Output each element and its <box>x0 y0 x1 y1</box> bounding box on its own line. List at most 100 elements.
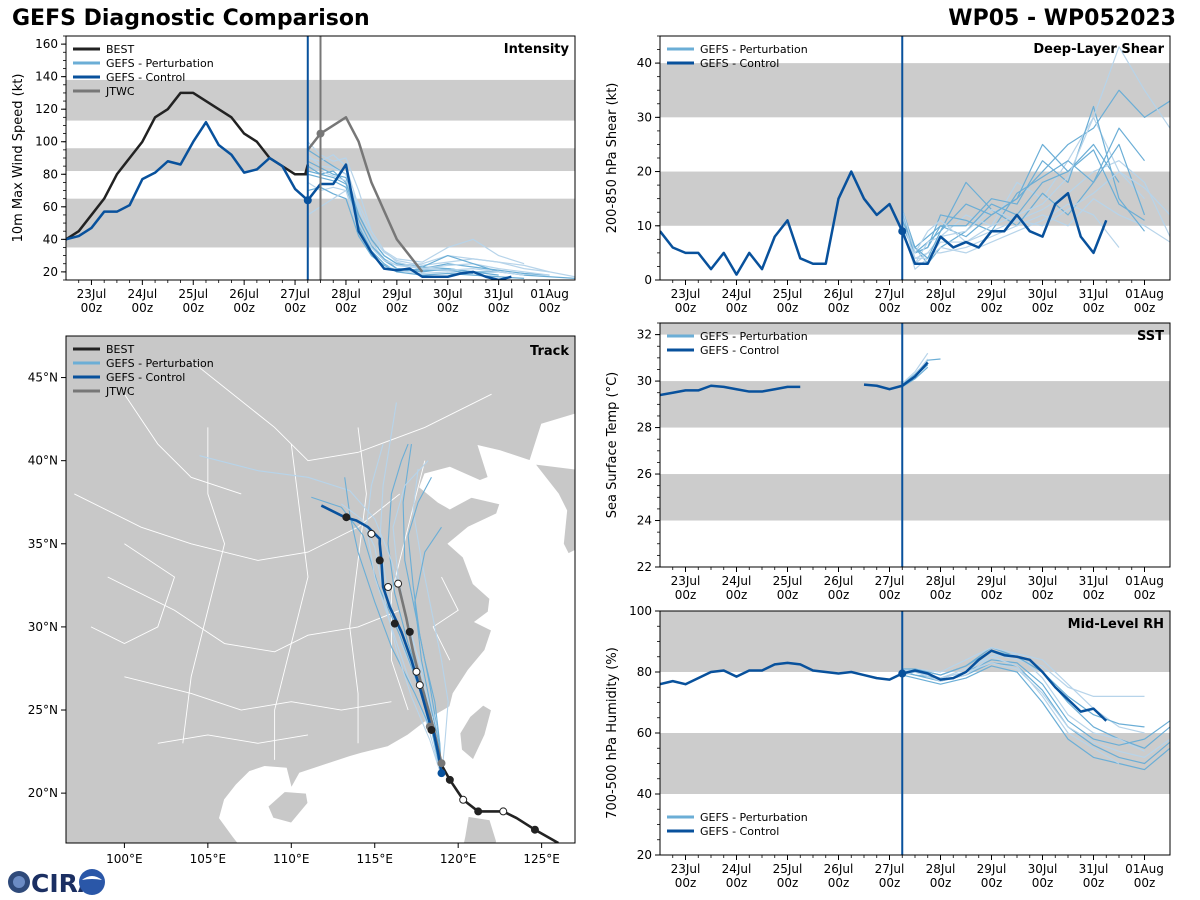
province-border <box>349 427 367 744</box>
legend-label-perturbation: GEFS - Perturbation <box>106 57 214 70</box>
x-tick-label: 23Jul <box>77 287 107 301</box>
legend-label-perturbation: GEFS - Perturbation <box>700 330 808 343</box>
y-tick-label: 40°N <box>28 454 58 468</box>
plot-frame <box>659 35 1171 281</box>
control-forecast-line <box>901 191 1108 265</box>
perturbation-member-line <box>901 203 1120 259</box>
province-border <box>157 734 309 744</box>
y-tick-label: 140 <box>35 70 58 84</box>
panel-title: Mid-Level RH <box>1068 617 1164 632</box>
track-map <box>66 336 575 843</box>
y-tick-label: 60 <box>43 200 58 214</box>
shaded-band <box>660 611 1170 672</box>
x-tick-label: 26Jul <box>824 287 854 301</box>
x-tick-label: 00z <box>488 301 510 315</box>
x-tick-label: 01Aug <box>530 287 569 301</box>
x-tick-label: 29Jul <box>382 287 412 301</box>
y-tick-label: 10 <box>637 219 652 233</box>
x-tick-label: 00z <box>1032 301 1054 315</box>
plot-frame <box>659 322 1171 568</box>
y-tick-label: 24 <box>637 514 652 528</box>
plot-frame <box>65 35 576 281</box>
control-track-point <box>415 681 424 690</box>
x-tick-label: 24Jul <box>722 287 752 301</box>
panel-title: Intensity <box>504 42 570 57</box>
perturbation-member-line <box>901 366 929 388</box>
x-tick-label: 28Jul <box>331 287 361 301</box>
x-tick-label: 00z <box>1032 876 1054 890</box>
sst-series <box>660 352 941 397</box>
best-track-point <box>499 807 508 816</box>
perturbation-member-line <box>902 665 1170 771</box>
page-title: GEFS Diagnostic Comparison <box>12 6 370 31</box>
control-history-line <box>660 661 903 686</box>
perturbation-member-line <box>307 154 575 278</box>
x-tick-label: 28Jul <box>926 287 956 301</box>
y-tick-label: 60 <box>637 726 652 740</box>
x-tick-label: 27Jul <box>280 287 310 301</box>
y-tick-label: 40 <box>637 787 652 801</box>
luzon-island <box>462 815 498 843</box>
x-tick-label: 00z <box>1134 588 1156 602</box>
perturbation-member-line <box>307 163 525 276</box>
y-axis-label: Sea Surface Temp (°C) <box>605 372 620 519</box>
y-tick-label: 20 <box>637 848 652 862</box>
jtwc-forecast-line <box>306 116 424 273</box>
intensity-panel: 2040608010012014016023Jul00z24Jul00z25Ju… <box>11 35 576 315</box>
x-tick-label: 30Jul <box>1028 862 1058 876</box>
x-tick-label: 27Jul <box>875 287 905 301</box>
x-tick-label: 01Aug <box>1125 287 1164 301</box>
x-tick-label: 30Jul <box>1028 574 1058 588</box>
x-tick-label: 00z <box>675 301 697 315</box>
plot-frame <box>659 610 1171 856</box>
x-tick-label: 00z <box>1083 876 1105 890</box>
best-track-point <box>474 807 483 816</box>
perturbation-member-line <box>307 189 550 276</box>
x-tick-label: 00z <box>981 301 1003 315</box>
x-tick-label: 29Jul <box>977 574 1007 588</box>
shaded-band <box>660 323 1170 335</box>
x-tick-label: 00z <box>930 588 952 602</box>
x-tick-label: 00z <box>879 588 901 602</box>
x-tick-label: 01Aug <box>1125 862 1164 876</box>
x-tick-label: 00z <box>879 301 901 315</box>
x-tick-label: 125°E <box>523 852 560 866</box>
perturbation-member-line <box>901 170 1170 265</box>
control-track-point <box>342 513 351 522</box>
x-tick-label: 26Jul <box>824 862 854 876</box>
y-tick-label: 20°N <box>28 786 58 800</box>
perturbation-member-line <box>307 186 525 279</box>
y-tick-label: 40 <box>637 56 652 70</box>
rh-panel: 2040608010023Jul00z24Jul00z25Jul00z26Jul… <box>605 604 1171 890</box>
control-forecast-line <box>66 120 512 280</box>
legend-label-perturbation: GEFS - Perturbation <box>106 357 214 370</box>
legend-label-best: BEST <box>106 43 134 56</box>
legend-label-control: GEFS - Control <box>106 371 185 384</box>
legend-label-perturbation: GEFS - Perturbation <box>700 811 808 824</box>
y-tick-label: 40 <box>43 232 58 246</box>
x-tick-label: 23Jul <box>671 574 701 588</box>
x-tick-label: 00z <box>675 588 697 602</box>
x-tick-label: 24Jul <box>722 862 752 876</box>
x-tick-label: 00z <box>981 588 1003 602</box>
jtwc-track-point <box>394 579 403 588</box>
control-history-line <box>660 170 904 276</box>
x-tick-label: 00z <box>726 876 748 890</box>
y-tick-label: 32 <box>637 328 652 342</box>
province-border <box>432 576 459 661</box>
control-track-point <box>390 619 399 628</box>
best-track-point <box>445 775 454 784</box>
y-axis-label: 700-500 hPa Humidity (%) <box>605 647 620 819</box>
legend-label-control: GEFS - Control <box>106 71 185 84</box>
x-tick-label: 00z <box>182 301 204 315</box>
control-track-point <box>375 556 384 565</box>
perturbation-member-line <box>307 170 499 273</box>
x-tick-label: 31Jul <box>484 287 514 301</box>
y-tick-label: 160 <box>35 37 58 51</box>
x-tick-label: 24Jul <box>127 287 157 301</box>
x-tick-label: 00z <box>81 301 103 315</box>
control-track-point <box>437 769 446 778</box>
x-tick-label: 25Jul <box>773 287 803 301</box>
province-border <box>124 393 242 495</box>
land-mass <box>66 336 575 843</box>
